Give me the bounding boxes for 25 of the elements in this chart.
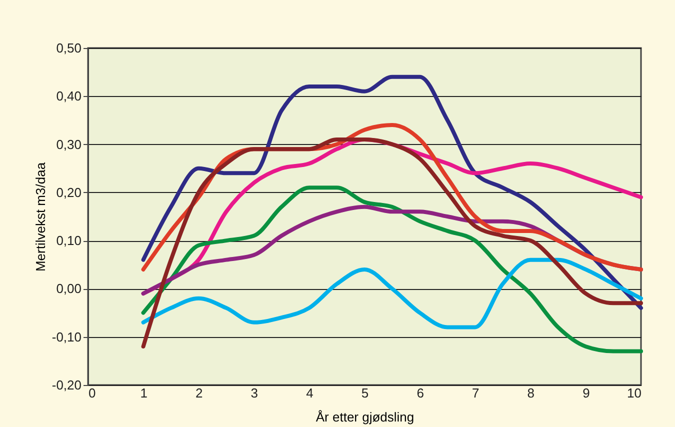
x-tick-label: 9 <box>582 386 590 400</box>
x-tick-label: 8 <box>527 386 535 400</box>
y-tick-label: 0,30 <box>56 136 82 152</box>
y-axis-title: Mertilvekst m3/daa <box>32 162 48 272</box>
line-series <box>141 137 643 348</box>
x-tick-label: 3 <box>250 386 258 400</box>
x-axis-title: År etter gjødsling <box>316 410 414 424</box>
y-tick-label: 0,50 <box>56 40 82 56</box>
x-tick-label: 1 <box>140 386 148 400</box>
x-tick-label: 4 <box>306 386 314 400</box>
y-tick-label: 0,40 <box>56 88 82 104</box>
x-tick-label: 5 <box>361 386 369 400</box>
line-series <box>141 74 643 310</box>
x-tick-label: 0 <box>88 386 96 400</box>
x-tick-label: 6 <box>416 386 424 400</box>
y-tick-label: -0,20 <box>52 378 82 392</box>
line-series <box>141 258 643 330</box>
x-tick-label: 10 <box>627 386 642 400</box>
y-tick-label: 0,20 <box>56 184 82 200</box>
y-tick-label: -0,10 <box>52 329 82 344</box>
x-tick-label: 7 <box>472 386 480 400</box>
x-tick-label: 2 <box>195 386 203 400</box>
y-tick-label: 0,10 <box>56 233 82 248</box>
line-series <box>141 186 643 354</box>
y-tick-label: 0,00 <box>56 281 82 296</box>
